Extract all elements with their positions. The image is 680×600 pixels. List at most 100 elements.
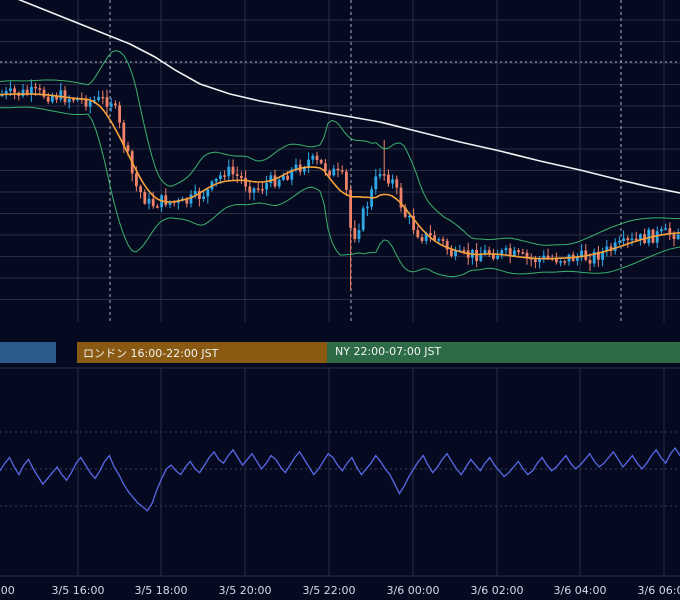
candle-body [655,231,659,243]
candle-body [4,91,8,95]
long-moving-average-line [17,0,680,194]
candle-body [408,215,411,218]
candle-body [345,171,348,190]
price-x-tick-label: 16 [71,328,85,330]
candle-body [55,95,58,100]
candle-body [101,96,105,99]
candle-body [534,259,537,263]
candle-body [63,90,67,103]
candle-body [483,250,487,255]
candle-body [324,163,327,172]
candle-body [626,238,630,241]
price-x-tick-label: 4 [0,328,3,330]
candle-body [349,189,352,228]
candle-body [294,164,298,170]
oscillator-chart[interactable]: 4:00 3/5 16:00 3/5 18:00 3/5 20:00 3/5 22:00… [0,366,680,600]
candle-body [353,227,357,239]
candle-body [156,206,159,208]
session-london-label: ロンドン 16:00-22:00 JST [83,347,219,360]
candle-body [374,176,378,190]
bollinger-upper-line [0,50,680,246]
candle-body [546,255,550,259]
candle-body [395,179,399,188]
candle-body [193,191,197,195]
price-x-tick-label: 4 [577,328,584,330]
candle-body [424,232,428,241]
candle-body [185,198,189,204]
session-ny-label: NY 22:00-07:00 JST [335,345,442,358]
price-x-tick-label: 22 [322,328,336,330]
candle-body [412,215,415,231]
candle-body [311,155,315,160]
candle-body [496,255,499,259]
candle-body [227,166,231,177]
candle-body [38,88,42,90]
candle-body [261,189,264,191]
candle-body [580,250,583,258]
candle-body [21,89,25,96]
candle-body [34,86,37,89]
price-x-tick-label: 0 [410,328,417,330]
candle-body [143,192,147,204]
candle-body [542,255,546,259]
candle-body [51,95,54,102]
price-x-tick-label: 6 [661,328,668,330]
candle-body [235,174,239,176]
candle-body [97,96,100,101]
candle-body [42,89,46,97]
candle-body [660,229,663,232]
price-x-tick-label: 2 [494,328,501,330]
candle-body [538,258,541,263]
candle-body [72,98,75,101]
candle-body [576,257,579,261]
candle-body [303,167,306,172]
price-x-tick-label: 18 [154,328,168,330]
candle-body [84,98,88,107]
candle-body [13,88,16,93]
candle-body [492,253,495,259]
candle-body [403,207,407,217]
candle-body [319,160,323,164]
candle-body [269,175,273,184]
candle-body [219,175,222,179]
oscillator-x-tick-label: 3/5 16:00 [52,584,105,597]
candle-body [256,188,260,190]
bollinger-lower-line [0,106,680,278]
oscillator-line [0,446,680,512]
candle-body [248,186,252,193]
candle-body [290,169,294,180]
candle-body [605,246,609,252]
candle-body [630,238,634,241]
candle-body [198,191,201,199]
short-moving-average-line [0,93,680,260]
candle-body [664,228,667,230]
candle-body [9,88,12,92]
session-tokyo [0,342,56,363]
candle-body [387,174,390,184]
session-ny: NY 22:00-07:00 JST [327,342,680,363]
candle-body [479,254,483,261]
candle-body [450,249,453,256]
candle-body [231,166,235,175]
candle-body [277,179,281,187]
candle-body [634,238,638,241]
candle-body [114,103,117,106]
candle-body [563,261,567,263]
oscillator-x-tick-label: 3/6 02:00 [471,584,524,597]
price-chart[interactable]: 4 16 18 20 22 0 2 4 6 [0,0,680,330]
candle-body [46,96,50,102]
price-x-tick-label: 20 [238,328,252,330]
oscillator-background [0,366,680,600]
candle-body [88,100,92,107]
oscillator-x-tick-label: 3/5 22:00 [303,584,356,597]
candle-body [340,170,344,172]
candle-body [118,105,121,123]
candle-body [613,242,617,251]
candle-body [592,251,596,264]
candle-body [0,94,4,97]
oscillator-x-tick-label: 3/6 04:00 [554,584,607,597]
oscillator-x-tick-label: 3/6 06:00 [638,584,680,597]
candle-body [475,249,478,261]
candle-body [559,261,562,263]
candle-body [588,259,592,264]
